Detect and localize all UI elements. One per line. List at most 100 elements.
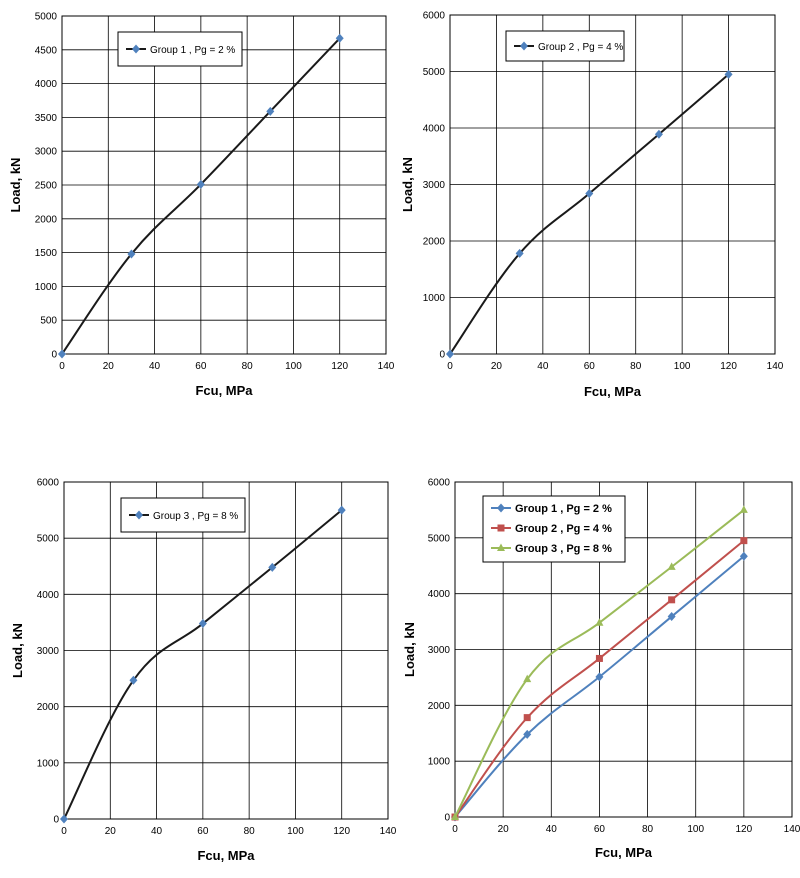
x-tick-label: 20 <box>105 826 117 837</box>
y-tick-label: 6000 <box>423 11 446 22</box>
chart-panel-group-1: 0 20 40 60 80 100 120 140 0 500 1000 1500 2000 2500 30… <box>0 0 400 410</box>
data-point <box>446 349 454 359</box>
y-tick-label: 1000 <box>35 282 58 293</box>
data-point <box>60 814 68 824</box>
legend-marker <box>132 44 140 54</box>
y-tick-label: 4000 <box>423 124 446 135</box>
y-tick-label: 5000 <box>423 67 446 78</box>
data-point <box>739 551 748 561</box>
x-tick-label: 100 <box>674 361 691 372</box>
data-point <box>335 33 344 43</box>
x-tick-label: 60 <box>195 361 207 372</box>
x-tick-label: 120 <box>720 361 737 372</box>
data-point <box>739 505 748 513</box>
y-tick-label: 2000 <box>423 237 446 248</box>
data-point <box>523 674 532 683</box>
y-tick-label: 2000 <box>37 702 60 713</box>
y-tick-label: 5000 <box>37 534 60 545</box>
y-tick-label: 4000 <box>428 589 451 600</box>
data-point <box>523 729 532 739</box>
y-axis-title: Load, kN <box>8 158 23 213</box>
data-point <box>451 812 459 820</box>
x-tick-label: 120 <box>331 361 348 372</box>
x-tick-label: 20 <box>498 824 510 835</box>
data-point <box>595 654 603 662</box>
legend-marker <box>135 510 143 520</box>
data-point <box>515 248 524 258</box>
x-tick-label: 60 <box>594 824 606 835</box>
y-axis-title: Load, kN <box>402 622 417 677</box>
legend-marker <box>520 41 528 51</box>
y-axis-title: Load, kN <box>400 157 415 212</box>
y-tick-label: 6000 <box>37 478 60 489</box>
data-point <box>667 612 676 622</box>
legend-marker <box>497 503 505 513</box>
y-tick-label: 4500 <box>35 45 58 56</box>
data-point <box>58 349 66 359</box>
y-axis-title: Load, kN <box>10 623 25 678</box>
y-tick-label: 5000 <box>35 12 58 23</box>
data-point <box>198 619 207 629</box>
data-point <box>127 249 136 259</box>
y-tick-label: 0 <box>439 350 445 361</box>
y-tick-label: 1000 <box>423 293 446 304</box>
x-tick-label: 60 <box>197 826 209 837</box>
x-tick-label: 140 <box>767 361 784 372</box>
y-tick-label: 0 <box>53 815 59 826</box>
chart-panel-group-3: 0 20 40 60 80 100 120 140 0 1000 2000 3000 4000 5000 6… <box>0 465 400 873</box>
x-tick-label: 80 <box>244 826 256 837</box>
y-tick-label: 1000 <box>428 757 451 768</box>
y-tick-label: 0 <box>444 813 450 824</box>
legend-label: Group 2 , Pg = 4 % <box>538 42 623 53</box>
legend-label: Group 1 , Pg = 2 % <box>150 45 235 56</box>
x-tick-label: 20 <box>491 361 503 372</box>
chart-group-1: 0 20 40 60 80 100 120 140 0 500 1000 1500 2000 2500 30… <box>8 12 395 399</box>
series-line <box>63 509 343 820</box>
x-axis-title: Fcu, MPa <box>584 384 642 399</box>
y-tick-label: 2000 <box>428 701 451 712</box>
chart-panel-all-groups: 0 20 40 60 80 100 120 140 0 1000 2000 3000 4000 5000 6… <box>400 465 800 873</box>
x-tick-label: 140 <box>784 824 800 835</box>
x-tick-label: 0 <box>447 361 453 372</box>
legend-label: Group 3 , Pg = 8 % <box>153 511 238 522</box>
x-tick-label: 120 <box>333 826 350 837</box>
chart-all-groups: 0 20 40 60 80 100 120 140 0 1000 2000 3000 4000 5000 6… <box>402 478 800 861</box>
y-tick-label: 4000 <box>37 590 60 601</box>
data-point <box>724 69 733 79</box>
x-tick-label: 120 <box>736 824 753 835</box>
x-tick-label: 140 <box>380 826 397 837</box>
data-point <box>595 672 604 682</box>
x-tick-label: 100 <box>287 826 304 837</box>
x-tick-label: 0 <box>61 826 67 837</box>
legend-label: Group 2 , Pg = 4 % <box>515 523 612 535</box>
x-tick-label: 80 <box>642 824 654 835</box>
data-point <box>268 562 277 572</box>
x-axis-title: Fcu, MPa <box>595 845 653 860</box>
y-tick-label: 1000 <box>37 758 60 769</box>
x-tick-label: 20 <box>103 361 115 372</box>
y-tick-label: 1500 <box>35 248 58 259</box>
x-tick-label: 100 <box>687 824 704 835</box>
chart-group-3: 0 20 40 60 80 100 120 140 0 1000 2000 3000 4000 5000 6… <box>10 478 397 864</box>
y-tick-label: 4000 <box>35 79 58 90</box>
data-point <box>337 505 346 515</box>
x-tick-label: 100 <box>285 361 302 372</box>
y-tick-label: 2500 <box>35 181 58 192</box>
x-tick-label: 40 <box>546 824 558 835</box>
y-tick-label: 3000 <box>37 646 60 657</box>
y-tick-label: 3500 <box>35 113 58 124</box>
x-tick-label: 0 <box>452 824 458 835</box>
legend-label: Group 1 , Pg = 2 % <box>515 503 612 515</box>
y-tick-label: 2000 <box>35 214 58 225</box>
data-point <box>654 129 663 139</box>
data-point <box>523 714 531 722</box>
x-tick-label: 140 <box>378 361 395 372</box>
x-tick-label: 40 <box>537 361 549 372</box>
x-tick-label: 40 <box>151 826 163 837</box>
y-tick-label: 3000 <box>423 180 446 191</box>
data-point <box>668 596 676 604</box>
y-tick-label: 500 <box>40 316 57 327</box>
legend-marker <box>497 524 505 532</box>
data-point <box>266 106 275 116</box>
data-point <box>585 189 594 199</box>
